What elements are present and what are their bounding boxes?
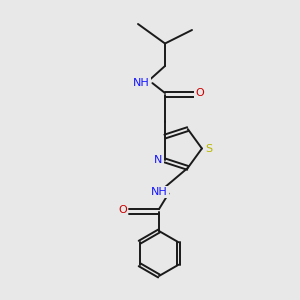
Text: N: N bbox=[154, 155, 163, 166]
Text: NH: NH bbox=[133, 77, 149, 88]
Text: S: S bbox=[206, 143, 213, 154]
Text: O: O bbox=[196, 88, 205, 98]
Text: O: O bbox=[118, 205, 127, 215]
Text: NH: NH bbox=[151, 187, 167, 197]
